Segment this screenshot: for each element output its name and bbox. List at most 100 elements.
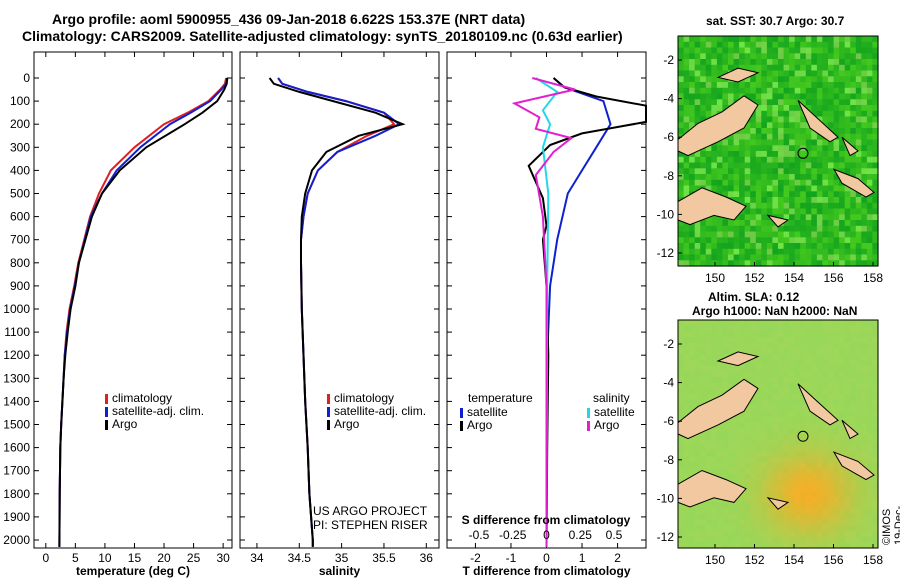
x-tick-label-salinity: 35 (335, 551, 349, 565)
plot-title-line1: Argo profile: aoml 5900955_436 09-Jan-20… (52, 11, 526, 27)
top-tick-label-difference: 0.5 (606, 528, 623, 542)
map-frame (677, 319, 879, 549)
map-x-tick-label-sla: 158 (863, 553, 883, 567)
map-y-tick-label-sst: -2 (663, 53, 674, 67)
land-mass (716, 67, 760, 83)
x-tick-label-temperature: 0 (42, 551, 49, 565)
land-mass (766, 214, 790, 228)
y-tick-label-depth: 1800 (3, 487, 30, 501)
map-frame (677, 35, 879, 267)
series-line-salinity-satellite-adj--clim- (277, 77, 402, 547)
map-sst (677, 35, 879, 267)
map-x-tick-label-sst: 152 (744, 271, 764, 285)
x-tick-label-difference: 2 (614, 551, 621, 565)
map-y-tick-label-sla: -12 (657, 530, 675, 544)
x-tick-label-temperature: 5 (72, 551, 79, 565)
top-tick-label-difference: 0 (543, 528, 550, 542)
map-x-tick-label-sst: 156 (823, 271, 843, 285)
series-line-temperature-argo (58, 77, 229, 547)
land-mass (841, 419, 859, 440)
map-y-tick-label-sla: -10 (657, 491, 675, 505)
legend-swatch-salinity (327, 394, 330, 404)
y-tick-label-depth: 1100 (4, 325, 30, 339)
x-tick-label-temperature: 10 (98, 551, 112, 565)
y-tick-label-depth: 700 (10, 233, 30, 247)
legend-label-salinity: Argo (334, 417, 360, 431)
legend-label-difference-temperature: Argo (467, 418, 493, 432)
legend-label-difference-salinity: satellite (594, 405, 635, 419)
y-tick-label-depth: 200 (10, 117, 30, 131)
y-tick-label-depth: 100 (10, 94, 30, 108)
y-tick-label-depth: 1000 (3, 302, 30, 316)
x-tick-label-difference: 0 (543, 551, 550, 565)
y-tick-label-depth: 900 (10, 279, 30, 293)
land-mass (677, 95, 759, 157)
legend-label-temperature: climatology (112, 391, 172, 405)
series-line-salinity-climatology (277, 77, 396, 547)
land-mass (841, 136, 859, 157)
legend-label-temperature: Argo (112, 417, 138, 431)
legend-label-temperature: satellite-adj. clim. (112, 404, 204, 418)
land-mass (766, 496, 790, 510)
legend-label-difference-salinity: Argo (594, 418, 620, 432)
land-mass (716, 351, 760, 367)
legend-title-salinity: salinity (593, 391, 630, 405)
legend-swatch-difference-salinity (587, 408, 590, 418)
map-y-tick-label-sst: -12 (657, 246, 675, 260)
y-tick-label-depth: 1500 (3, 418, 30, 432)
series-line-difference-t-satellite (545, 77, 612, 547)
y-tick-label-depth: 800 (10, 256, 30, 270)
legend-label-difference-temperature: satellite (467, 405, 508, 419)
y-tick-label-depth: 2000 (3, 533, 30, 547)
legend-swatch-difference-temperature (460, 421, 463, 431)
x-tick-label-salinity: 35.5 (372, 551, 396, 565)
legend-swatch-temperature (105, 394, 108, 404)
land-mass (797, 100, 839, 143)
map-y-tick-label-sla: -6 (663, 414, 674, 428)
top-tick-label-difference: -0.5 (469, 528, 490, 542)
legend-swatch-temperature (105, 407, 108, 417)
map-y-tick-label-sst: -10 (657, 207, 675, 221)
land-mass (832, 168, 875, 198)
x-tick-label-temperature: 30 (216, 551, 230, 565)
x-tick-label-difference: -2 (470, 551, 481, 565)
legend-swatch-difference-salinity (587, 421, 590, 431)
map-x-tick-label-sla: 150 (705, 553, 725, 567)
panel-frame-salinity (239, 51, 440, 549)
land-mass (677, 187, 747, 226)
land-mass (677, 469, 747, 508)
legend-swatch-difference-temperature (460, 408, 463, 418)
legend-label-salinity: climatology (334, 391, 394, 405)
map-y-tick-label-sla: -2 (663, 337, 674, 351)
map-y-tick-label-sst: -4 (663, 92, 674, 106)
map-x-tick-label-sla: 154 (784, 553, 804, 567)
map-y-tick-label-sst: -8 (663, 169, 674, 183)
y-tick-label-depth: 1300 (3, 371, 30, 385)
y-tick-label-depth: 1700 (3, 464, 30, 478)
x-tick-label-difference: -1 (506, 551, 517, 565)
land-mass (677, 378, 759, 440)
legend-title-temperature: temperature (468, 391, 533, 405)
x-tick-label-temperature: 15 (128, 551, 142, 565)
x-axis-label-salinity: salinity (319, 564, 361, 578)
x-tick-label-salinity: 34 (250, 551, 264, 565)
y-tick-label-depth: 600 (10, 210, 30, 224)
top-axis-label-difference: S difference from climatology (462, 513, 631, 527)
map-sla (677, 319, 879, 549)
top-tick-label-difference: 0.25 (569, 528, 593, 542)
legend-label-salinity: satellite-adj. clim. (334, 404, 426, 418)
x-tick-label-difference: 1 (579, 551, 586, 565)
series-line-temperature-satellite-adj--clim- (58, 77, 229, 547)
argo-location-marker (797, 147, 809, 159)
x-tick-label-salinity: 36 (420, 551, 434, 565)
y-tick-label-depth: 300 (10, 140, 30, 154)
legend-swatch-temperature (105, 420, 108, 430)
series-line-salinity-argo (268, 77, 406, 547)
map-x-tick-label-sla: 156 (823, 553, 843, 567)
map-x-tick-label-sla: 152 (744, 553, 764, 567)
map-x-tick-label-sst: 158 (863, 271, 883, 285)
y-tick-label-depth: 1900 (3, 510, 30, 524)
sla-map-title-2: Argo h1000: NaN h2000: NaN (692, 304, 858, 318)
panel-frame-temperature (33, 51, 233, 549)
